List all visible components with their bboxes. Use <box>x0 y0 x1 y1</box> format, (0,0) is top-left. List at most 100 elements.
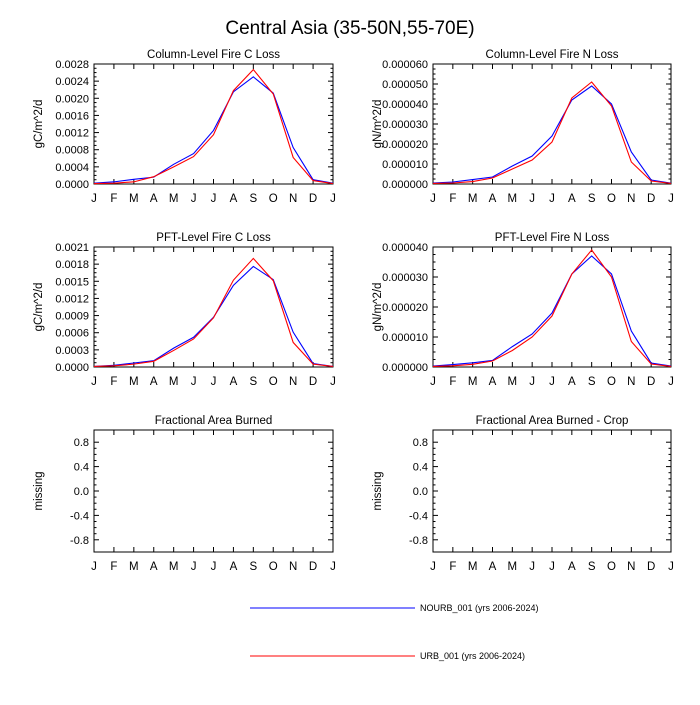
panel-5-xtick-label: J <box>91 561 97 573</box>
figure-title: Central Asia (35-50N,55-70E) <box>225 18 474 39</box>
panel-2-series-urb-line <box>432 81 672 184</box>
panel-2-xtick-label: A <box>568 193 576 205</box>
panel-4-ytick-label: 0.000040 <box>382 242 428 254</box>
panel-6-xtick-label: J <box>529 561 535 573</box>
panel-3-xtick-label: A <box>150 376 158 388</box>
panel-1-ytick-label: 0.0012 <box>55 128 89 140</box>
panel-3-series-urb-line <box>93 257 334 367</box>
panel-4-ytick-label: 0.000030 <box>382 272 428 284</box>
panel-4-xtick-label: O <box>607 376 616 388</box>
panel-6-xtick-label: J <box>430 561 436 573</box>
panel-3-ylabel: gC/m^2/d <box>33 283 45 332</box>
panel-6-ytick-label: -0.4 <box>409 510 428 522</box>
panel-2-ytick-label: 0.000000 <box>382 179 428 191</box>
panel-2-xtick-label: J <box>668 193 674 205</box>
panel-3-xtick-label: J <box>211 376 217 388</box>
panel-4-xtick-label: S <box>588 376 596 388</box>
panel-6-xtick-label: A <box>489 561 497 573</box>
panel-1-ytick-label: 0.0016 <box>55 110 89 122</box>
panel-1-xtick-label: M <box>169 193 179 205</box>
panel-6-xtick-label: F <box>449 561 456 573</box>
panel-1-ytick-label: 0.0004 <box>55 162 89 174</box>
panel-6-xtick-label: M <box>508 561 518 573</box>
panel-5-xtick-label: O <box>269 561 278 573</box>
panel-3-xtick-label: J <box>91 376 97 388</box>
panel-3-xtick-label: J <box>191 376 197 388</box>
panel-1-xtick-label: J <box>191 193 197 205</box>
panel-1-ytick-label: 0.0024 <box>55 76 89 88</box>
panel-4-series-nourb-line <box>432 255 672 367</box>
panel-3-ytick-label: 0.0021 <box>55 242 89 254</box>
panel-4-ytick-label: 0.000020 <box>382 302 428 314</box>
panel-1-ytick-label: 0.0028 <box>55 59 89 71</box>
panel-6-xtick-label: J <box>668 561 674 573</box>
panel-6-xtick-label: M <box>468 561 478 573</box>
panel-5-xtick-label: A <box>230 561 238 573</box>
panel-5-xtick-label: S <box>249 561 257 573</box>
panel-2-xtick-label: J <box>549 193 555 205</box>
panel-5-xtick-label: D <box>309 561 317 573</box>
panel-2-ytick-label: 0.000030 <box>382 119 428 131</box>
panel-5-xtick-label: N <box>289 561 297 573</box>
panel-1-xtick-label: N <box>289 193 297 205</box>
panel-5-ytick-label: -0.4 <box>70 510 89 522</box>
panel-3-xtick-label: N <box>289 376 297 388</box>
panel-5-ytick-label: 0.8 <box>74 437 89 449</box>
panel-3-xtick-label: D <box>309 376 317 388</box>
panel-2-xtick-label: N <box>627 193 635 205</box>
panel-3-ytick-label: 0.0000 <box>55 362 89 374</box>
panel-2-ylabel: gN/m^2/d <box>372 100 384 149</box>
panel-2-xtick-label: M <box>508 193 518 205</box>
panel-1-series-nourb-line <box>93 76 334 184</box>
panel-5-ytick-label: -0.8 <box>70 535 89 547</box>
panel-5-xtick-label: M <box>169 561 179 573</box>
panel-2-ytick-label: 0.000060 <box>382 59 428 71</box>
panel-2-xtick-label: M <box>468 193 478 205</box>
panel-6-ytick-label: -0.8 <box>409 535 428 547</box>
panel-1-ytick-label: 0.0020 <box>55 93 89 105</box>
panel-5-xtick-label: J <box>330 561 336 573</box>
panel-2-ytick-label: 0.000050 <box>382 79 428 91</box>
panel-5-title: Fractional Area Burned <box>155 415 273 427</box>
panel-1-xtick-label: O <box>269 193 278 205</box>
panel-1-xtick-label: J <box>91 193 97 205</box>
panel-1-ylabel: gC/m^2/d <box>33 100 45 149</box>
panel-4-xtick-label: M <box>508 376 518 388</box>
panel-2-ytick-label: 0.000040 <box>382 99 428 111</box>
panel-3-xtick-label: M <box>169 376 179 388</box>
panel-3-xtick-label: J <box>330 376 336 388</box>
panel-3-ytick-label: 0.0015 <box>55 276 89 288</box>
panel-1-xtick-label: F <box>110 193 117 205</box>
panel-1-title: Column-Level Fire C Loss <box>147 49 280 61</box>
panel-1-ytick-label: 0.0008 <box>55 145 89 157</box>
panel-5-xtick-label: M <box>129 561 139 573</box>
panel-5-ytick-label: 0.0 <box>74 486 89 498</box>
panel-3-ytick-label: 0.0006 <box>55 328 89 340</box>
panel-6-xtick-label: J <box>549 561 555 573</box>
panel-5-xtick-label: J <box>191 561 197 573</box>
panel-1-xtick-label: D <box>309 193 317 205</box>
panel-6-xtick-label: O <box>607 561 616 573</box>
panel-5-frame <box>93 429 334 553</box>
panel-2-xtick-label: D <box>647 193 655 205</box>
panel-2-xtick-label: F <box>449 193 456 205</box>
panel-4-xtick-label: D <box>647 376 655 388</box>
panel-6-ylabel: missing <box>372 472 384 511</box>
panel-3-ytick-label: 0.0018 <box>55 259 89 271</box>
panel-1-xtick-label: M <box>129 193 139 205</box>
panel-6-xtick-label: D <box>647 561 655 573</box>
legend-label-1: NOURB_001 (yrs 2006-2024) <box>420 603 539 613</box>
panel-2-title: Column-Level Fire N Loss <box>486 49 619 61</box>
panel-4-xtick-label: A <box>568 376 576 388</box>
panel-6-ytick-label: 0.0 <box>413 486 428 498</box>
panel-5-xtick-label: J <box>211 561 217 573</box>
panel-6-xtick-label: N <box>627 561 635 573</box>
panel-4-xtick-label: J <box>668 376 674 388</box>
panel-1-xtick-label: A <box>230 193 238 205</box>
panel-3-series-nourb-line <box>93 265 334 367</box>
panel-3-ytick-label: 0.0009 <box>55 311 89 323</box>
panel-3-xtick-label: M <box>129 376 139 388</box>
panel-6-ytick-label: 0.4 <box>413 462 428 474</box>
